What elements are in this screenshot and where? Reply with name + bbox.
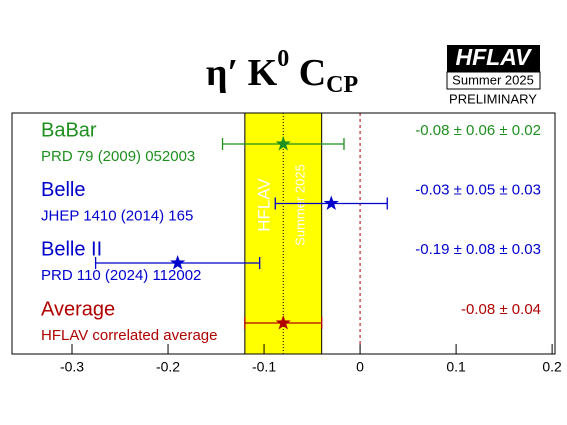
x-tick-label: 0 bbox=[356, 359, 364, 375]
logo-status: PRELIMINARY bbox=[449, 91, 537, 106]
x-tick-label: -0.3 bbox=[60, 359, 84, 375]
value-label: -0.03 ± 0.05 ± 0.03 bbox=[415, 181, 541, 198]
central-value bbox=[170, 255, 186, 270]
row-reference: PRD 110 (2024) 112002 bbox=[41, 267, 201, 284]
value-label: -0.19 ± 0.08 ± 0.03 bbox=[415, 241, 541, 258]
watermark-edition: Summer 2025 bbox=[293, 164, 308, 246]
logo-edition-box bbox=[446, 71, 541, 90]
logo-name: HFLAV bbox=[456, 44, 533, 70]
row-name: Belle bbox=[41, 179, 85, 201]
row-reference: PRD 79 (2009) 052003 bbox=[41, 148, 195, 165]
central-value bbox=[323, 195, 339, 210]
x-tick-label: -0.1 bbox=[252, 359, 276, 375]
logo-box bbox=[447, 45, 540, 72]
row-name: BaBar bbox=[41, 119, 97, 141]
title-main: η′ K bbox=[206, 52, 278, 94]
plot-frame bbox=[11, 112, 556, 355]
central-value bbox=[275, 136, 291, 151]
x-tick-label: 0.2 bbox=[542, 359, 562, 375]
chart-title: η′ K0 CCP bbox=[206, 46, 358, 98]
row-name: Belle II bbox=[41, 238, 102, 260]
watermark-name: HFLAV bbox=[255, 178, 274, 232]
title-base: C bbox=[289, 52, 326, 94]
value-label: -0.08 ± 0.04 bbox=[461, 301, 541, 318]
logo-edition: Summer 2025 bbox=[452, 72, 534, 87]
title-subscript: CP bbox=[326, 72, 358, 98]
row-name: Average bbox=[41, 298, 115, 320]
row-reference: HFLAV correlated average bbox=[41, 327, 217, 344]
x-tick-label: -0.2 bbox=[156, 359, 180, 375]
value-label: -0.08 ± 0.06 ± 0.02 bbox=[415, 122, 541, 139]
row-reference: JHEP 1410 (2014) 165 bbox=[41, 207, 193, 224]
plot-area: HFLAV Summer 2025 BaBar PRD 79 (2009) 05200… bbox=[11, 112, 562, 375]
title-superscript: 0 bbox=[277, 46, 289, 72]
x-tick-label: 0.1 bbox=[446, 359, 466, 375]
central-value bbox=[275, 315, 291, 330]
